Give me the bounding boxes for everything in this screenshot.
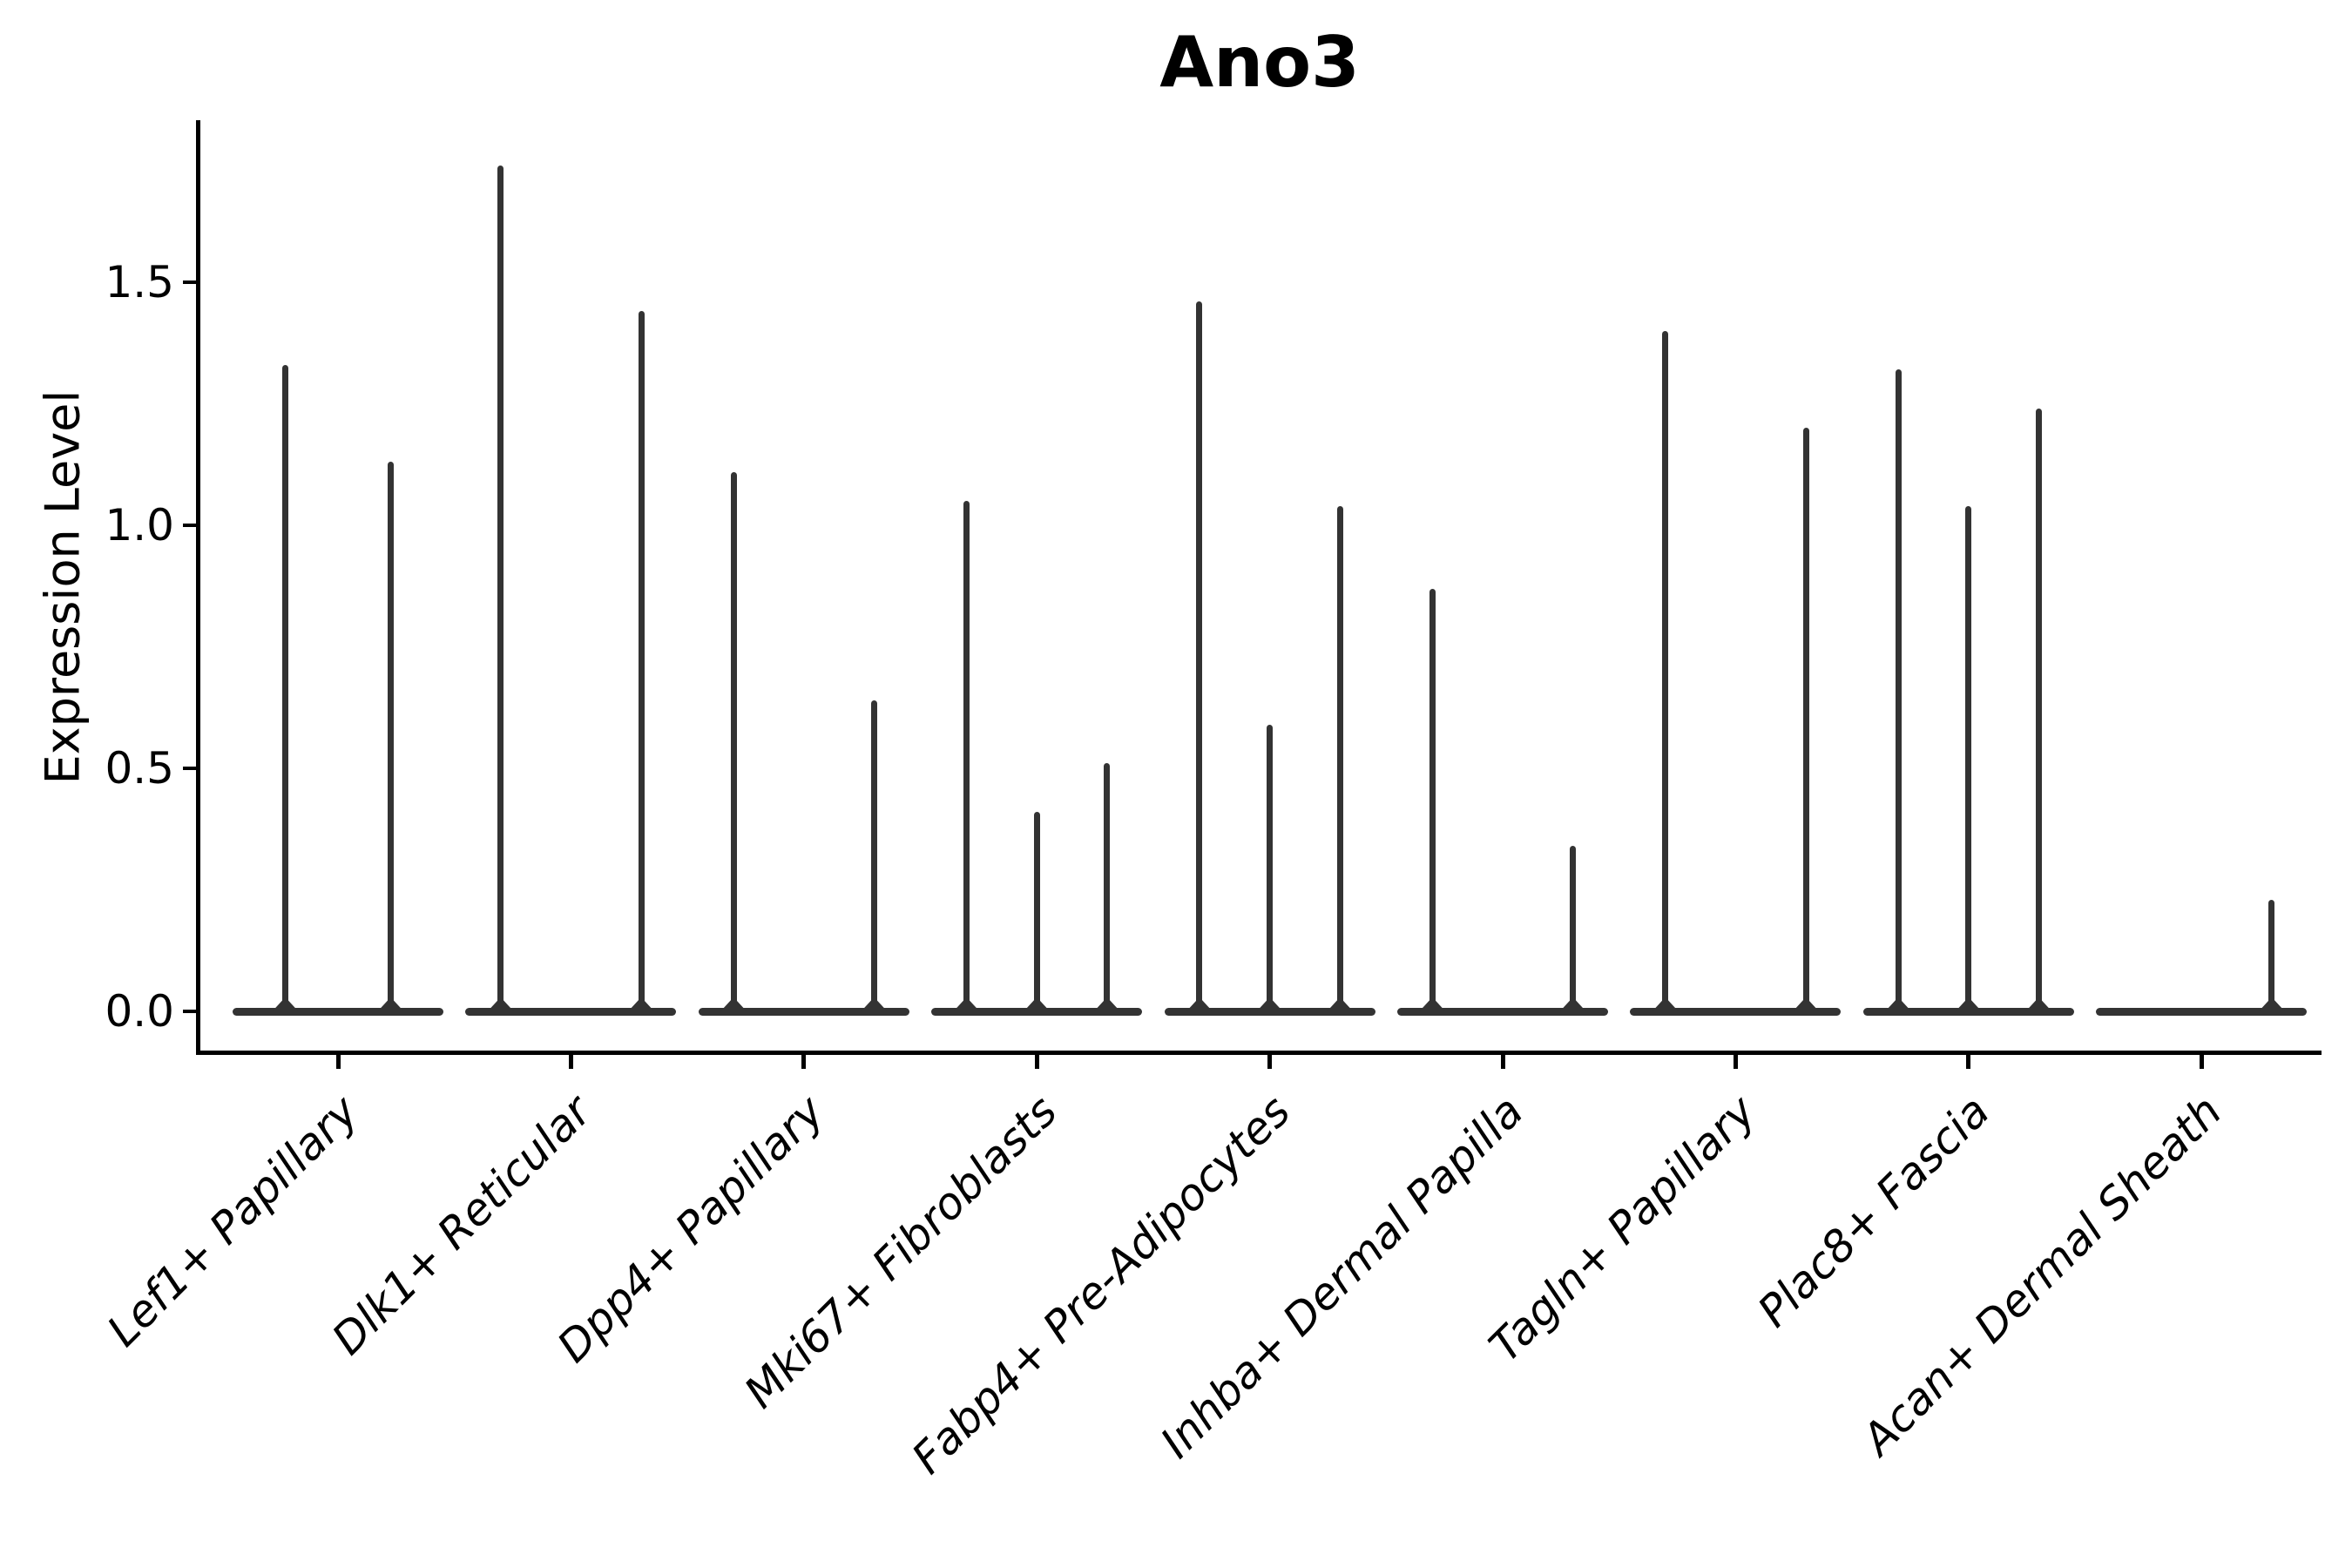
violin-spike — [1429, 588, 1436, 1011]
plot-title: Ano3 — [1159, 22, 1360, 103]
y-axis-tick — [183, 524, 196, 527]
violin-foot — [720, 1000, 747, 1011]
y-axis-spine — [196, 120, 200, 1055]
x-axis-tick — [1966, 1055, 1971, 1069]
x-axis-tick — [568, 1055, 573, 1069]
violin-spike — [1570, 846, 1577, 1011]
violin-baseline — [1164, 1007, 1375, 1016]
x-tick-label-text: Fabp4+ Pre-Adipocytes — [902, 1085, 1301, 1484]
violin-foot — [272, 1000, 299, 1011]
violin-baseline — [698, 1007, 909, 1016]
violin-spike — [1662, 330, 1669, 1011]
violin-spike — [1802, 428, 1809, 1011]
x-axis-tick — [1733, 1055, 1738, 1069]
violin-foot — [1093, 1000, 1120, 1011]
violin-baseline — [233, 1007, 443, 1016]
violin-foot — [1024, 1000, 1051, 1011]
violin-baseline — [931, 1007, 1143, 1016]
violin-foot — [2258, 1000, 2285, 1011]
violin-spike — [1965, 505, 1972, 1011]
violin-foot — [487, 1000, 514, 1011]
violin-baseline — [1397, 1007, 1608, 1016]
violin-foot — [628, 1000, 655, 1011]
violin-foot — [861, 1000, 888, 1011]
violin-baseline — [2096, 1007, 2308, 1016]
violin-spike — [1104, 763, 1111, 1011]
violin-foot — [1256, 1000, 1283, 1011]
violin-baseline — [1862, 1007, 2074, 1016]
x-axis-tick — [1500, 1055, 1505, 1069]
violin-spike — [388, 462, 394, 1011]
violin-foot — [953, 1000, 980, 1011]
violin-baseline — [465, 1007, 677, 1016]
y-axis-tick — [183, 767, 196, 770]
violin-spike — [730, 471, 737, 1011]
violin-foot — [2025, 1000, 2052, 1011]
violin-spike — [1033, 812, 1040, 1011]
violin-foot — [1793, 1000, 1820, 1011]
x-tick-label-text: Plac8+ Fascia — [1747, 1085, 1999, 1337]
y-axis-label: Expression Level — [35, 389, 91, 785]
violin-foot — [377, 1000, 404, 1011]
x-tick-label-text: Dlk1+ Reticular — [322, 1085, 601, 1365]
violin-spike — [497, 166, 504, 1011]
violin-spike — [638, 311, 645, 1011]
y-tick-label: 0.5 — [105, 743, 174, 794]
violin-spike — [282, 364, 288, 1011]
violin-foot — [1419, 1000, 1446, 1011]
y-axis-tick — [183, 280, 196, 284]
violin-baseline — [1630, 1007, 1842, 1016]
x-axis-spine — [196, 1051, 2322, 1055]
violin-spike — [1267, 724, 1274, 1011]
violin-spike — [2035, 409, 2042, 1011]
violin-spike — [1196, 301, 1203, 1011]
violin-spike — [1336, 505, 1343, 1011]
violin-foot — [1955, 1000, 1982, 1011]
x-axis-tick — [1034, 1055, 1039, 1069]
violin-spike — [1895, 369, 1902, 1011]
x-axis-tick — [801, 1055, 807, 1069]
x-axis-tick — [1267, 1055, 1273, 1069]
violin-foot — [1885, 1000, 1912, 1011]
violin-spike — [2268, 899, 2275, 1011]
x-tick-label-text: Lef1+ Papillary — [98, 1085, 368, 1356]
y-tick-label: 1.5 — [105, 257, 174, 308]
violin-spike — [870, 700, 877, 1011]
violin-foot — [1559, 1000, 1586, 1011]
y-tick-label: 1.0 — [105, 500, 174, 551]
violin-foot — [1652, 1000, 1679, 1011]
y-tick-label: 0.0 — [105, 986, 174, 1037]
violin-spike — [963, 501, 970, 1011]
x-axis-tick — [335, 1055, 341, 1069]
x-axis-tick — [2199, 1055, 2204, 1069]
violin-foot — [1327, 1000, 1354, 1011]
y-axis-tick — [183, 1010, 196, 1013]
violin-foot — [1186, 1000, 1213, 1011]
